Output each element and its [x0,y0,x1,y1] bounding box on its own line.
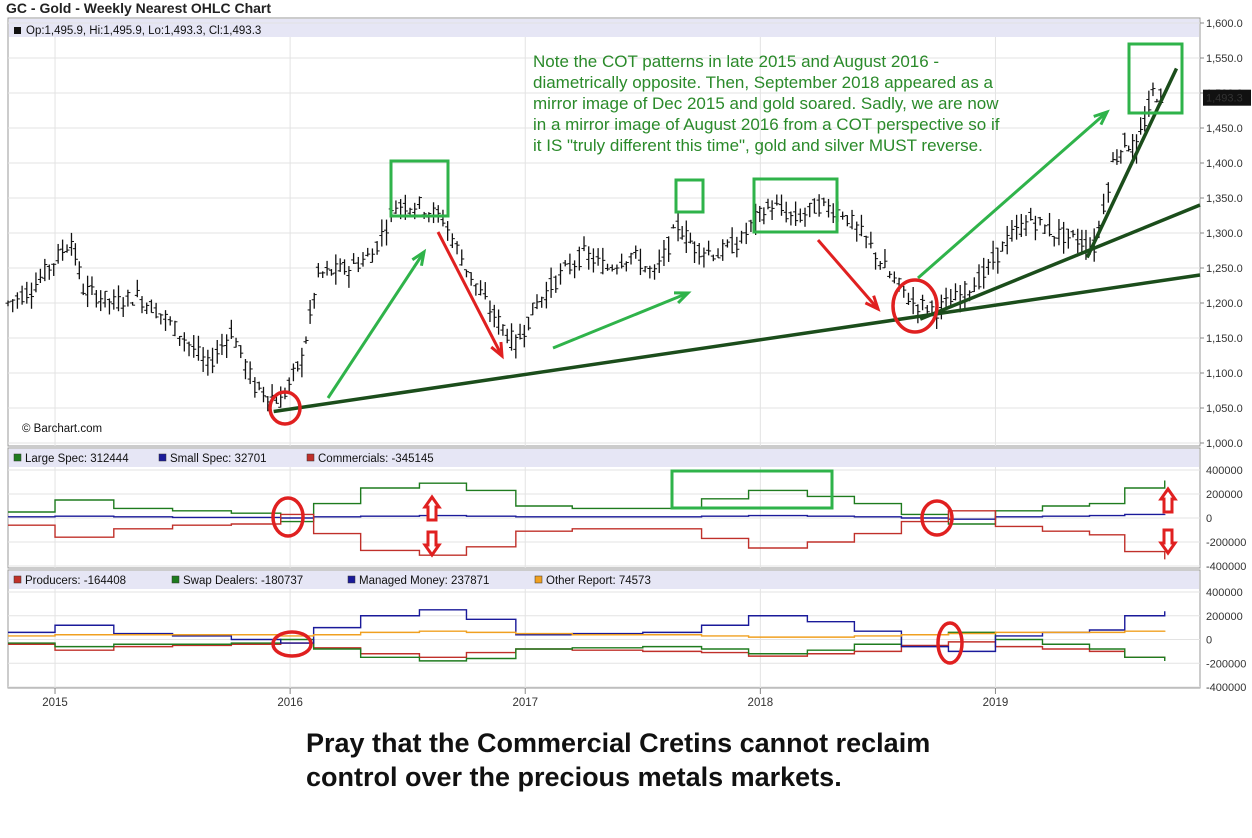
disaggregated-panel-header [9,571,1199,589]
x-tick-label: 2015 [42,697,68,709]
arrow-up-2019 [917,109,1110,280]
disaggregated-panel-frame [7,569,1201,689]
disaggregated-tick-label: 0 [1206,635,1212,647]
price-tick-label: 1,150.0 [1206,333,1243,345]
price-tick-label: 1,250.0 [1206,263,1243,275]
circle-sep-2018-price [891,278,939,334]
cot-legend-swatch [13,453,22,462]
price-tick-label: 1,600.0 [1206,18,1243,30]
caption: Pray that the Commercial Cretins cannot … [306,726,1066,794]
cot-tick-label: 0 [1206,513,1212,525]
mid-term-trendline [919,203,1201,321]
disaggregated-legend-swatch [347,575,356,584]
cot-series-commercials [8,510,1166,560]
disaggregated-series-managed-money [8,609,1166,653]
annotation-note-line: in a mirror image of August 2016 from a … [533,115,1000,134]
x-tick-label: 2016 [277,697,303,709]
arrow-down-2016 [436,231,504,360]
highlight-box-sep-2017 [674,178,705,214]
barchart-watermark: © Barchart.com [22,423,102,435]
price-tick-label: 1,200.0 [1206,298,1243,310]
arrow-down-2018 [816,239,881,312]
caption-line-2: control over the precious metals markets… [306,762,842,792]
highlight-box-cot-2018 [670,469,834,510]
circle-dec-2015-price [268,390,302,426]
cot-tick-label: -400000 [1206,561,1246,573]
short-term-trendline [1085,67,1179,259]
last-price-label: 1,493.3 [1206,93,1243,105]
disaggregated-series-swap-dealers [8,631,1166,662]
cot-legend-swatch [158,453,167,462]
price-tick-label: 1,050.0 [1206,403,1243,415]
circle-sep-2018-disaggregated [936,621,964,665]
long-term-trendline [273,273,1201,414]
price-tick-label: 1,350.0 [1206,193,1243,205]
cot-legend-label: Large Spec: 312444 [25,453,129,465]
price-legend-swatch [14,27,21,34]
disaggregated-tick-label: -400000 [1206,682,1246,694]
circle-sep-2018-cot [920,499,954,537]
arrow-up-2017 [552,291,692,350]
disaggregated-legend-label: Managed Money: 237871 [359,575,489,587]
circle-dec-2015-disaggregated [271,630,313,658]
last-price-tag [1203,89,1251,106]
cot-legend-label: Commercials: -345145 [318,453,434,465]
highlight-box-sep-2019 [1127,42,1184,115]
price-tick-label: 1,550.0 [1206,53,1243,65]
price-tick-label: 1,300.0 [1206,228,1243,240]
disaggregated-legend-swatch [171,575,180,584]
down-arrow-2019 [1158,528,1178,556]
ohlc-series [5,82,1164,412]
price-tick-label: 1,000.0 [1206,438,1243,450]
disaggregated-legend-swatch [534,575,543,584]
cot-legend-label: Small Spec: 32701 [170,453,267,465]
price-tick-label: 1,450.0 [1206,123,1243,135]
cot-panel-header [9,449,1199,467]
annotation-note-line: it IS "truly different this time", gold … [533,136,983,155]
circle-dec-2015-cot [271,496,305,538]
price-tick-label: 1,100.0 [1206,368,1243,380]
price-tick-label: 1,400.0 [1206,158,1243,170]
up-arrow-aug-2016 [422,494,442,522]
cot-tick-label: 400000 [1206,465,1243,477]
annotation-note-line: Note the COT patterns in late 2015 and A… [533,52,939,71]
disaggregated-legend-label: Other Report: 74573 [546,575,651,587]
cot-tick-label: 200000 [1206,489,1243,501]
annotation-note-line: mirror image of Dec 2015 and gold soared… [533,94,999,113]
cot-series-large-spec [8,480,1166,525]
disaggregated-tick-label: -200000 [1206,658,1246,670]
disaggregated-tick-label: 200000 [1206,611,1243,623]
disaggregated-legend-label: Swap Dealers: -180737 [183,575,303,587]
highlight-box-mid-2016 [389,159,450,218]
disaggregated-legend-swatch [13,575,22,584]
up-arrow-2019 [1158,486,1178,514]
cot-series-small-spec [8,513,1166,520]
x-tick-label: 2018 [748,697,774,709]
x-tick-label: 2019 [983,697,1009,709]
down-arrow-aug-2016 [422,530,442,558]
cot-legend-swatch [306,453,315,462]
price-legend: Op:1,495.9, Hi:1,495.9, Lo:1,493.3, Cl:1… [26,25,261,37]
price-panel-frame [7,17,1201,447]
disaggregated-tick-label: 400000 [1206,587,1243,599]
x-tick-label: 2017 [512,697,538,709]
cot-tick-label: -200000 [1206,537,1246,549]
highlight-box-early-2018 [752,177,839,234]
caption-line-1: Pray that the Commercial Cretins cannot … [306,728,931,758]
arrow-up-2016 [326,248,427,399]
annotation-note-line: diametrically opposite. Then, September … [533,73,993,92]
disaggregated-legend-label: Producers: -164408 [25,575,126,587]
chart-title: GC - Gold - Weekly Nearest OHLC Chart [6,0,272,16]
